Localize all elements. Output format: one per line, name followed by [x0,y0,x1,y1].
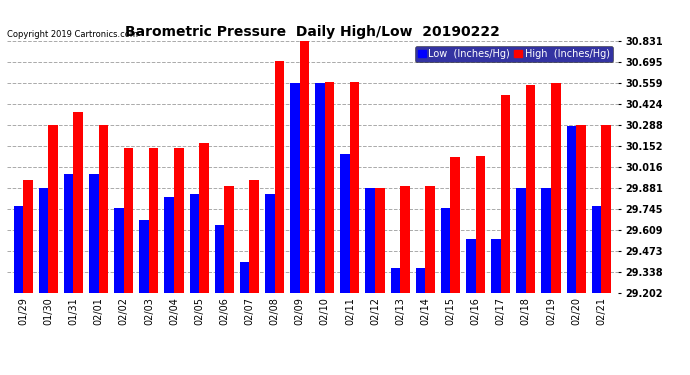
Bar [601,125,611,292]
Bar [215,225,224,292]
Bar [174,148,184,292]
Bar [566,126,576,292]
Bar [425,186,435,292]
Bar [224,186,234,292]
Bar [124,148,133,292]
Bar [275,62,284,292]
Bar [340,154,350,292]
Text: Copyright 2019 Cartronics.com: Copyright 2019 Cartronics.com [7,30,138,39]
Bar [164,197,174,292]
Bar [290,83,299,292]
Bar [48,125,58,292]
Bar [416,268,425,292]
Bar [23,180,33,292]
Bar [501,95,510,292]
Bar [265,194,275,292]
Bar [366,188,375,292]
Bar [115,208,124,292]
Bar [240,262,249,292]
Bar [199,143,208,292]
Bar [375,188,384,292]
Bar [315,83,325,292]
Bar [475,156,485,292]
Bar [516,188,526,292]
Bar [551,83,560,292]
Legend: Low  (Inches/Hg), High  (Inches/Hg): Low (Inches/Hg), High (Inches/Hg) [415,46,613,62]
Bar [325,81,335,292]
Bar [441,208,451,292]
Bar [451,157,460,292]
Bar [350,81,359,292]
Title: Barometric Pressure  Daily High/Low  20190222: Barometric Pressure Daily High/Low 20190… [125,25,500,39]
Bar [391,268,400,292]
Bar [14,206,23,292]
Bar [190,194,199,292]
Bar [74,112,83,292]
Bar [526,85,535,292]
Bar [249,180,259,292]
Bar [542,188,551,292]
Bar [139,220,149,292]
Bar [149,148,159,292]
Bar [64,174,74,292]
Bar [466,239,475,292]
Bar [591,206,601,292]
Bar [299,41,309,292]
Bar [576,125,586,292]
Bar [89,174,99,292]
Bar [99,125,108,292]
Bar [491,239,501,292]
Bar [39,188,48,292]
Bar [400,186,410,292]
